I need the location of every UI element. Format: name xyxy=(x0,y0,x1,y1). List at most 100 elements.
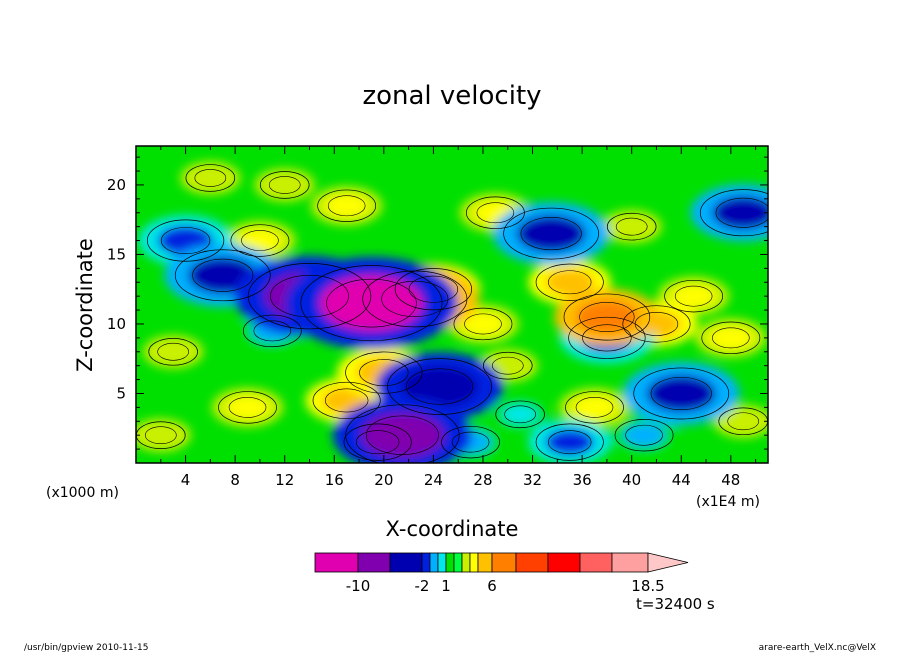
contour-line xyxy=(242,314,302,348)
contour-line xyxy=(362,270,468,328)
colorbar-segment xyxy=(429,552,439,573)
contour-line xyxy=(615,217,648,236)
x-tick-label: 40 xyxy=(622,471,641,489)
velocity-field xyxy=(136,161,768,463)
velocity-core xyxy=(725,411,761,432)
colorbar-label: 1 xyxy=(441,577,451,595)
x-tick-label: 4 xyxy=(181,471,191,489)
y-tick-label: 10 xyxy=(107,315,126,333)
contour-line xyxy=(625,424,663,446)
contour-line xyxy=(622,305,691,343)
colorbar-segment xyxy=(611,552,649,573)
velocity-core xyxy=(502,404,538,425)
contour-line xyxy=(476,202,515,224)
velocity-core xyxy=(361,413,444,458)
velocity-core xyxy=(516,215,586,253)
colorbar-segment xyxy=(477,552,493,573)
contour-line xyxy=(408,275,459,303)
colorbar-segment xyxy=(579,552,613,573)
contour-line xyxy=(174,249,271,302)
velocity-core xyxy=(325,194,368,218)
x-tick-label: 16 xyxy=(325,471,344,489)
velocity-core xyxy=(226,395,269,419)
velocity-core xyxy=(266,175,303,195)
contour-line xyxy=(464,313,502,335)
contour-line xyxy=(715,197,768,228)
contour-line xyxy=(568,316,646,359)
colorbar-segment xyxy=(491,552,517,573)
contour-line xyxy=(345,351,423,394)
colorbar-segment xyxy=(437,552,447,573)
contour-line xyxy=(495,400,545,429)
colorbar-label: 6 xyxy=(487,577,497,595)
colorbar-segment xyxy=(453,552,463,573)
contour-line xyxy=(504,405,536,424)
contour-line xyxy=(241,230,279,251)
velocity-core xyxy=(613,216,650,237)
contour-line xyxy=(148,338,198,366)
contour-line xyxy=(359,359,409,387)
footer-left: /usr/bin/gpview 2010-11-15 xyxy=(24,643,148,653)
contour-line xyxy=(606,212,657,241)
x-tick-label: 8 xyxy=(230,471,240,489)
contour-line xyxy=(699,189,768,237)
contour-line xyxy=(218,391,277,424)
contour-line xyxy=(381,280,449,318)
contour-line xyxy=(614,419,674,452)
velocity-core xyxy=(192,168,229,188)
x-tick-label: 44 xyxy=(672,471,691,489)
contour-line xyxy=(317,189,377,222)
colorbar-segment xyxy=(357,552,391,573)
contour-line xyxy=(268,176,301,194)
velocity-core xyxy=(320,275,423,331)
colorbar-segment xyxy=(314,552,359,573)
colorbar-segment xyxy=(389,552,423,573)
contour-line xyxy=(548,270,592,295)
velocity-core xyxy=(573,395,616,419)
contour-lines xyxy=(136,164,768,463)
contour-line xyxy=(453,307,513,341)
contour-line xyxy=(565,391,624,424)
contour-line xyxy=(712,327,750,349)
contour-line xyxy=(160,227,211,255)
x-axis-label: X-coordinate xyxy=(386,517,519,541)
colorbar-extend-arrow xyxy=(647,552,689,573)
contour-line xyxy=(674,285,713,307)
contour-line xyxy=(185,164,236,192)
chart-title: zonal velocity xyxy=(362,81,541,111)
colorbar-segment xyxy=(547,552,581,573)
contour-line xyxy=(579,302,635,333)
colorbar-segment xyxy=(421,552,431,573)
contour-line xyxy=(482,351,533,380)
velocity-core xyxy=(545,428,595,456)
contour-line xyxy=(300,265,443,342)
colorbar-label: 18.5 xyxy=(631,577,664,595)
contour-line xyxy=(535,263,604,301)
field-blobs xyxy=(136,161,768,463)
velocity-core xyxy=(646,374,716,413)
footer-right: arare-earth_VelX.nc@VelX xyxy=(759,643,876,653)
contour-line xyxy=(535,423,604,461)
y-tick-label: 5 xyxy=(116,384,126,402)
velocity-core xyxy=(709,326,752,350)
contour-line xyxy=(192,258,254,292)
contour-line xyxy=(253,320,292,342)
contour-line xyxy=(247,263,372,330)
contour-line xyxy=(146,219,225,262)
contour-line xyxy=(664,279,724,313)
plot-frame xyxy=(135,145,769,464)
velocity-core xyxy=(461,312,505,336)
x-tick-label: 12 xyxy=(275,471,294,489)
x-tick-label: 48 xyxy=(721,471,740,489)
contour-line xyxy=(727,412,760,431)
contour-line xyxy=(548,430,592,455)
contour-line xyxy=(270,274,349,318)
y-tick-label: 20 xyxy=(107,176,126,194)
contour-line xyxy=(650,376,712,411)
x-tick-label: 36 xyxy=(573,471,592,489)
contour-line xyxy=(312,381,381,420)
contour-line xyxy=(326,278,417,328)
contour-line xyxy=(406,368,474,405)
contour-line xyxy=(394,268,473,311)
